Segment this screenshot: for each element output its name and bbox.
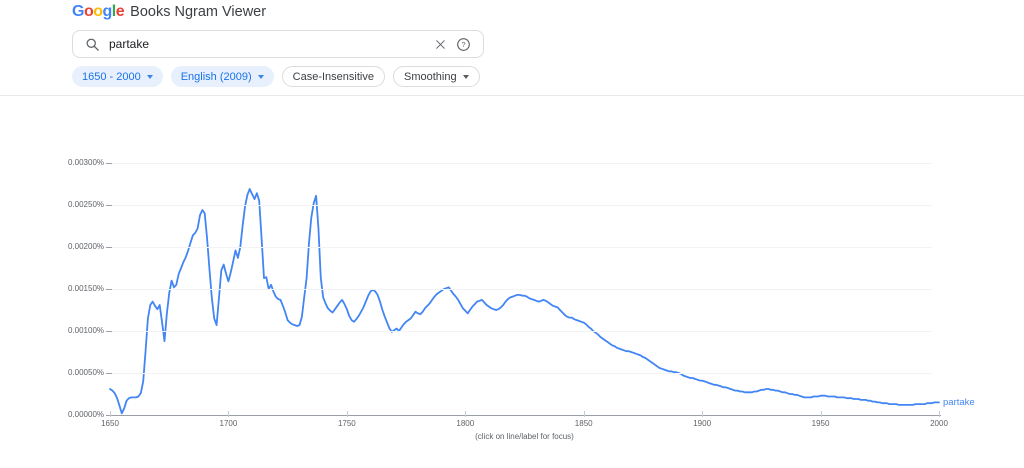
y-axis-tick: [106, 163, 112, 164]
search-bar[interactable]: ?: [72, 30, 484, 58]
x-axis-tick: [228, 411, 230, 417]
filter-chips: 1650 - 2000 English (2009) Case-Insensitiv…: [72, 66, 480, 87]
x-axis-tick: [465, 411, 467, 417]
x-axis-tick: [702, 411, 704, 417]
y-axis-tick: [106, 373, 112, 374]
help-icon[interactable]: ?: [456, 37, 471, 52]
y-axis-label: 0.00300%: [67, 158, 104, 167]
logo-letter: G: [72, 3, 84, 20]
y-axis-tick: [106, 205, 112, 206]
chip-corpus[interactable]: English (2009): [170, 66, 274, 87]
chip-label: Case-Insensitive: [292, 70, 374, 83]
chip-case-insensitive[interactable]: Case-Insensitive: [281, 66, 385, 87]
chevron-down-icon: [462, 74, 469, 79]
y-gridline: [108, 373, 932, 374]
x-axis-label: 2000: [930, 419, 948, 428]
logo-letter: l: [111, 3, 116, 20]
y-axis-tick: [106, 331, 112, 332]
y-gridline: [108, 247, 932, 248]
y-axis-tick: [106, 415, 112, 416]
google-logo[interactable]: Google: [72, 3, 125, 21]
chip-year-range[interactable]: 1650 - 2000: [72, 66, 163, 87]
y-axis-tick: [106, 289, 112, 290]
x-axis-tick: [820, 411, 822, 417]
app-title: Books Ngram Viewer: [130, 4, 267, 20]
header: Google Books Ngram Viewer: [72, 3, 266, 21]
series-line-partake[interactable]: [109, 188, 940, 415]
y-axis-label: 0.00200%: [67, 242, 104, 251]
x-axis-tick: [110, 411, 111, 417]
series-label-partake[interactable]: partake: [943, 397, 975, 408]
x-axis-tick: [346, 411, 348, 417]
x-axis-label: 1850: [574, 419, 593, 428]
x-axis-label: 1800: [456, 419, 475, 428]
logo-letter: o: [93, 3, 103, 20]
x-axis-tick: [583, 411, 585, 417]
y-gridline: [108, 163, 932, 164]
search-input[interactable]: [109, 37, 425, 51]
y-axis-label: 0.00050%: [67, 368, 104, 377]
y-axis-label: 0.00000%: [67, 410, 104, 419]
x-axis-label: 1900: [693, 419, 712, 428]
svg-text:?: ?: [462, 41, 466, 49]
chip-label: English (2009): [180, 70, 252, 83]
x-axis-tick: [939, 411, 940, 417]
chip-label: 1650 - 2000: [82, 70, 141, 83]
chart-caption: (click on line/label for focus): [475, 432, 574, 441]
clear-icon[interactable]: [434, 38, 447, 51]
y-axis-label: 0.00250%: [67, 200, 104, 209]
y-gridline: [108, 289, 932, 290]
header-divider: [0, 95, 1024, 96]
x-axis-label: 1950: [811, 419, 830, 428]
x-axis-label: 1650: [101, 419, 119, 428]
x-axis-label: 1750: [337, 419, 356, 428]
chevron-down-icon: [257, 74, 264, 79]
chip-smoothing[interactable]: Smoothing: [392, 66, 480, 87]
logo-letter: e: [115, 3, 125, 20]
y-gridline: [108, 205, 932, 206]
search-icon: [85, 37, 100, 52]
x-axis-label: 1700: [219, 419, 238, 428]
y-gridline: [108, 331, 932, 332]
y-axis-label: 0.00100%: [67, 326, 104, 335]
logo-letter: g: [102, 3, 113, 20]
chip-label: Smoothing: [403, 70, 457, 83]
logo-letter: o: [83, 3, 94, 20]
x-axis-line: [108, 415, 941, 416]
y-axis-tick: [106, 247, 112, 248]
y-axis-label: 0.00150%: [67, 284, 104, 293]
chevron-down-icon: [146, 74, 153, 79]
